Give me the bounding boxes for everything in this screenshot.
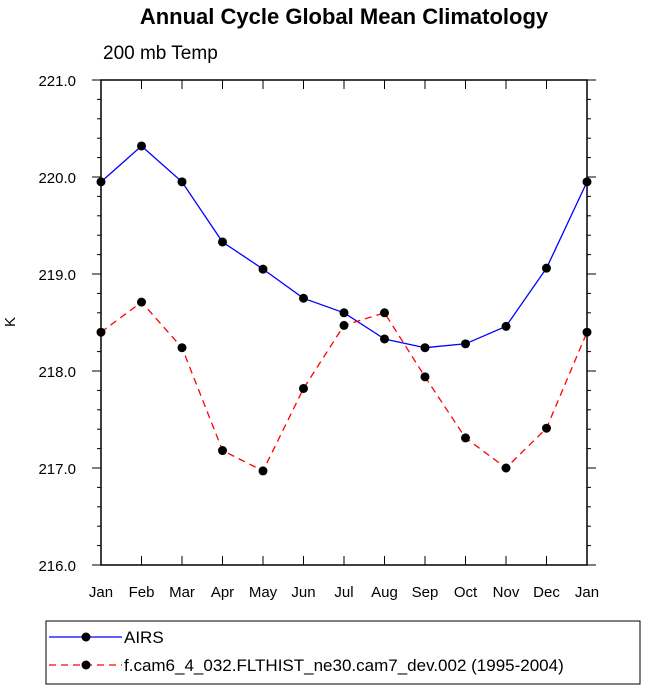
legend-label-2: f.cam6_4_032.FLTHIST_ne30.cam7_dev.002 (… — [124, 656, 564, 675]
x-tick-label: May — [249, 584, 278, 601]
series-1-point — [177, 177, 187, 187]
legend: AIRS f.cam6_4_032.FLTHIST_ne30.cam7_dev.0… — [49, 628, 564, 675]
series-1-point — [96, 177, 106, 187]
y-tick-label: 217.0 — [38, 461, 76, 478]
x-tick-label: Sep — [412, 584, 439, 601]
series-1-point — [258, 264, 268, 274]
series-2-point — [177, 343, 187, 353]
series-2-point — [380, 308, 389, 318]
x-tick-label: Dec — [533, 584, 560, 601]
y-axis-label: K — [2, 317, 19, 327]
x-tick-label: Jan — [89, 584, 113, 601]
series-2-point — [501, 463, 511, 473]
chart-title: Annual Cycle Global Mean Climatology — [140, 4, 549, 29]
x-tick-label: Aug — [371, 584, 398, 601]
y-tick-label: 221.0 — [38, 73, 76, 90]
x-tick-label: Jul — [334, 584, 353, 601]
series-1-point — [218, 237, 227, 247]
series-2-point — [542, 423, 551, 433]
series-1-point — [299, 293, 308, 303]
series-2-point — [258, 466, 268, 476]
x-tick-label: Jan — [575, 584, 599, 601]
x-tick-label: Oct — [454, 584, 478, 601]
legend-marker-2 — [81, 660, 91, 670]
x-tick-label: Apr — [211, 584, 234, 601]
y-tick-label: 220.0 — [38, 170, 76, 187]
series-2-point — [137, 297, 146, 307]
series-2-point — [582, 327, 592, 337]
series-2-point — [420, 372, 430, 382]
y-tick-label: 219.0 — [38, 267, 76, 284]
series-2-point — [299, 383, 308, 393]
series-2-point — [96, 327, 106, 337]
x-tick-label: Nov — [493, 584, 520, 601]
axes: Jan Feb Mar Apr May Jun Jul Aug Sep Oct Nov Dec Jan 2… — [38, 73, 599, 601]
series-1-point — [461, 339, 470, 349]
series-2-point — [218, 446, 227, 456]
legend-label-1: AIRS — [124, 628, 164, 647]
series-1-point — [501, 321, 511, 331]
legend-marker-1 — [81, 632, 91, 642]
chart-subtitle: 200 mb Temp — [103, 43, 218, 64]
series-2-point — [461, 433, 470, 443]
series-1-point — [339, 308, 349, 318]
x-tick-label: Feb — [129, 584, 155, 601]
series-layer — [96, 141, 592, 476]
series-1-point — [420, 343, 430, 353]
series-line-1 — [100, 145, 588, 349]
y-tick-label: 218.0 — [38, 364, 76, 381]
legend-box — [45, 620, 641, 685]
x-tick-label: Mar — [169, 584, 195, 601]
x-tick-label: Jun — [291, 584, 315, 601]
series-1-point — [137, 141, 146, 151]
series-1-point — [380, 334, 389, 344]
series-2-point — [339, 320, 349, 330]
series-1-point — [582, 177, 592, 187]
series-1-point — [542, 263, 551, 273]
y-tick-label: 216.0 — [38, 558, 76, 575]
